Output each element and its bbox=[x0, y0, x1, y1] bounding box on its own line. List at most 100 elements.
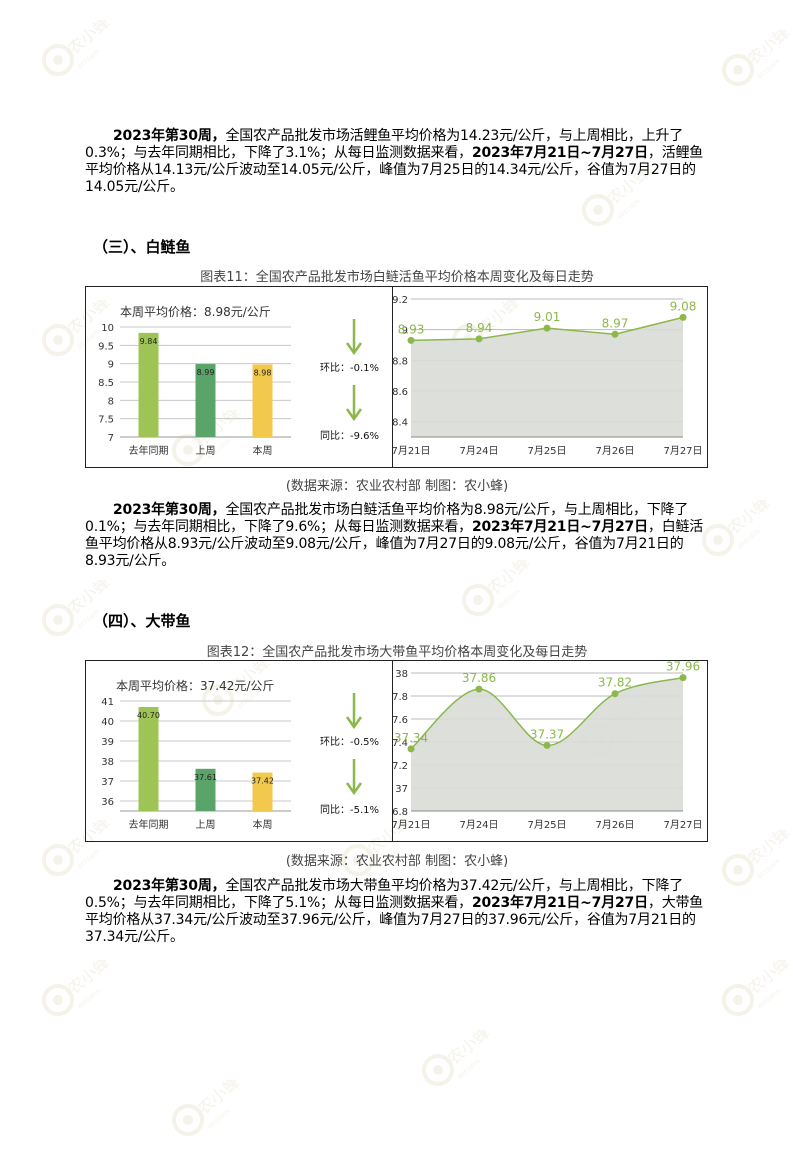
watermark-bee-shape bbox=[42, 44, 74, 76]
silver-carp-point bbox=[407, 336, 415, 344]
y-tick-label: 37.2 bbox=[393, 761, 408, 772]
x-tick-label: 7月27日 bbox=[663, 445, 702, 457]
watermark-text: 农小蜂 bbox=[64, 960, 110, 998]
watermark-bee-shape bbox=[722, 984, 754, 1016]
figure-caption: 图表12：全国农产品批发市场大带鱼平均价格本周变化及每日走势 bbox=[206, 645, 588, 660]
data-source: (数据来源：农业农村部 制图：农小蜂) bbox=[285, 854, 509, 869]
bar-value-label: 8.98 bbox=[254, 368, 272, 377]
hairtail-point bbox=[679, 674, 687, 682]
para-text: ，大带鱼平均价格从37.34元/公斤波动至37.96元/公斤，峰值为7月27日的… bbox=[85, 895, 704, 945]
silver-carp-point bbox=[475, 335, 483, 343]
y-tick-label: 7.5 bbox=[98, 415, 114, 426]
yoy-change-label: 同比：-9.6% bbox=[320, 431, 380, 442]
watermark-bee-shape bbox=[42, 844, 74, 876]
para-bold-week: 2023年第30周， bbox=[113, 502, 226, 518]
y-tick-label: 41 bbox=[101, 697, 114, 708]
watermark-subtext: BEEDATA bbox=[757, 987, 783, 1010]
data-label: 37.37 bbox=[530, 727, 564, 741]
data-label: 37.82 bbox=[598, 676, 632, 690]
watermark-bee-shape bbox=[422, 1054, 454, 1086]
watermark-bee-shape bbox=[733, 65, 743, 75]
hairtail-point bbox=[407, 745, 415, 753]
y-tick-label: 8.8 bbox=[393, 356, 408, 367]
y-tick-label: 36 bbox=[101, 797, 114, 808]
bar-value-label: 37.42 bbox=[251, 777, 274, 786]
watermark-subtext: BEEDATA bbox=[457, 1057, 483, 1080]
down-arrow-icon bbox=[345, 385, 363, 422]
watermark-subtext: BEEDATA bbox=[497, 587, 523, 610]
y-tick-label: 37 bbox=[395, 784, 408, 795]
watermark-subtext: BEEDATA bbox=[207, 1107, 233, 1130]
hairtail-area bbox=[411, 677, 683, 811]
section-heading: （三）、白鲢鱼 bbox=[93, 238, 191, 256]
figure-caption: 图表11：全国农产品批发市场白鲢活鱼平均价格本周变化及每日走势 bbox=[200, 270, 594, 285]
para-text: 全国农产品批发市场活鲤鱼平均价格为14.23元/公斤，与上周相比，上升了0.3%… bbox=[85, 128, 684, 161]
watermark-subtext: BEEDATA bbox=[617, 197, 643, 220]
x-tick-label: 7月26日 bbox=[595, 819, 634, 831]
watermark-bee-shape bbox=[183, 1115, 193, 1125]
y-tick-label: 8 bbox=[108, 396, 114, 407]
y-tick-label: 8.6 bbox=[393, 387, 408, 398]
data-label: 37.86 bbox=[462, 671, 496, 685]
watermark-text: 农小蜂 bbox=[444, 1030, 490, 1068]
hairtail-bar bbox=[252, 772, 273, 811]
y-tick-label: 38 bbox=[395, 669, 408, 680]
x-tick-label: 7月26日 bbox=[595, 445, 634, 457]
data-label: 8.93 bbox=[398, 322, 425, 336]
hairtail-point bbox=[475, 685, 483, 693]
x-tick-label: 7月24日 bbox=[459, 819, 498, 831]
data-label: 8.97 bbox=[602, 316, 629, 330]
para-text: ，白鲢活鱼平均价格从8.93元/公斤波动至9.08元/公斤，峰值为7月27日的9… bbox=[85, 519, 704, 569]
watermark-subtext: BEEDATA bbox=[757, 857, 783, 880]
weekly-average-label: 本周平均价格：8.98元/公斤 bbox=[120, 305, 271, 319]
x-tick-label: 7月21日 bbox=[393, 819, 431, 831]
para-bold-dates: 2023年7月21日~7月27日 bbox=[471, 895, 648, 911]
paragraph-carp: 2023年第30周，全国农产品批发市场活鲤鱼平均价格为14.23元/公斤，与上周… bbox=[85, 128, 710, 196]
silver-carp-point bbox=[679, 313, 687, 321]
down-arrow-icon bbox=[345, 319, 363, 356]
watermark-bee-shape bbox=[53, 335, 63, 345]
figure-divider bbox=[392, 287, 393, 467]
watermark-bee-shape bbox=[722, 854, 754, 886]
watermark-bee-shape bbox=[42, 324, 74, 356]
silver-carp-point bbox=[611, 330, 619, 338]
watermark-bee-shape bbox=[473, 595, 483, 605]
silver-carp-bar bbox=[195, 364, 216, 437]
watermark-text: 农小蜂 bbox=[744, 960, 790, 998]
bar-value-label: 37.61 bbox=[194, 773, 217, 782]
watermark-bee-shape bbox=[582, 194, 614, 226]
x-tick-label: 7月25日 bbox=[527, 445, 566, 457]
figure-hairtail: 本周平均价格：37.42元/公斤 41 40 39 38 37 36 40.70 去年同期 37… bbox=[85, 660, 708, 842]
watermark-bee-shape bbox=[42, 604, 74, 636]
y-tick-label: 36.8 bbox=[393, 807, 408, 818]
y-tick-label: 8.5 bbox=[98, 378, 114, 389]
figure-silver-carp: 本周平均价格：8.98元/公斤 10 9.5 9 8.5 8 7.5 7 9.84 去年同期 8.… bbox=[85, 286, 708, 468]
down-arrow-icon bbox=[345, 693, 363, 730]
data-label: 9.01 bbox=[534, 310, 561, 324]
mom-change-label: 环比：-0.5% bbox=[320, 737, 380, 748]
bar-value-label: 9.84 bbox=[140, 337, 158, 346]
watermark-text: 农小蜂 bbox=[724, 500, 770, 538]
watermark-bee-shape bbox=[593, 205, 603, 215]
x-tick-label: 7月25日 bbox=[527, 819, 566, 831]
para-bold-week: 2023年第30周， bbox=[113, 128, 226, 144]
data-label: 8.94 bbox=[466, 321, 493, 335]
figure-divider bbox=[392, 661, 393, 841]
data-label: 9.08 bbox=[670, 299, 697, 313]
x-tick-label: 上周 bbox=[196, 445, 216, 457]
watermark-text: 农小蜂 bbox=[194, 1080, 240, 1118]
yoy-change-label: 同比：-5.1% bbox=[320, 805, 380, 816]
x-tick-label: 去年同期 bbox=[129, 444, 169, 457]
y-tick-label: 10 bbox=[101, 323, 114, 334]
watermark-bee-shape bbox=[733, 865, 743, 875]
watermark-bee-shape bbox=[722, 54, 754, 86]
watermark-subtext: BEEDATA bbox=[77, 987, 103, 1010]
mom-change-label: 环比：-0.1% bbox=[320, 363, 380, 374]
watermark-bee-shape bbox=[733, 995, 743, 1005]
